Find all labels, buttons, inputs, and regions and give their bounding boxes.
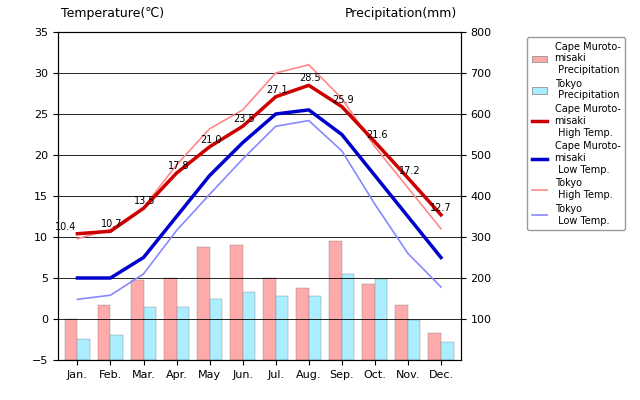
Bar [210, 299, 222, 360]
Bar [296, 288, 308, 360]
Bar [276, 296, 288, 360]
Bar [342, 274, 355, 360]
Bar [65, 319, 77, 360]
Bar [308, 296, 321, 360]
Text: 17.8: 17.8 [168, 161, 189, 171]
Text: 28.5: 28.5 [300, 73, 321, 83]
Bar [177, 307, 189, 360]
Bar [243, 292, 255, 360]
Text: Temperature(℃): Temperature(℃) [61, 7, 164, 20]
Bar [428, 333, 441, 360]
Text: Precipitation(mm): Precipitation(mm) [345, 7, 458, 20]
Bar [375, 279, 387, 360]
Text: 21.6: 21.6 [366, 130, 387, 140]
Text: 21.0: 21.0 [200, 135, 222, 145]
Text: 25.9: 25.9 [333, 94, 355, 104]
Bar [131, 280, 143, 360]
Bar [164, 278, 177, 360]
Bar [362, 284, 375, 360]
Bar [408, 320, 420, 360]
Bar [441, 342, 454, 360]
Bar [143, 307, 156, 360]
Bar [77, 339, 90, 360]
Bar [230, 245, 243, 360]
Bar [98, 305, 111, 360]
Text: 10.4: 10.4 [55, 222, 77, 232]
Text: 10.7: 10.7 [101, 219, 123, 229]
Text: 12.7: 12.7 [430, 203, 452, 213]
Text: 13.5: 13.5 [134, 196, 156, 206]
Bar [329, 241, 342, 360]
Text: 17.2: 17.2 [399, 166, 420, 176]
Bar [197, 247, 210, 360]
Text: 27.1: 27.1 [267, 85, 288, 95]
Bar [263, 278, 276, 360]
Bar [111, 335, 123, 360]
Text: 23.5: 23.5 [234, 114, 255, 124]
Legend: Cape Muroto-
misaki
 Precipitation, Tokyo
 Precipitation, Cape Muroto-
misaki
 H: Cape Muroto- misaki Precipitation, Tokyo… [527, 37, 625, 230]
Bar [396, 305, 408, 360]
